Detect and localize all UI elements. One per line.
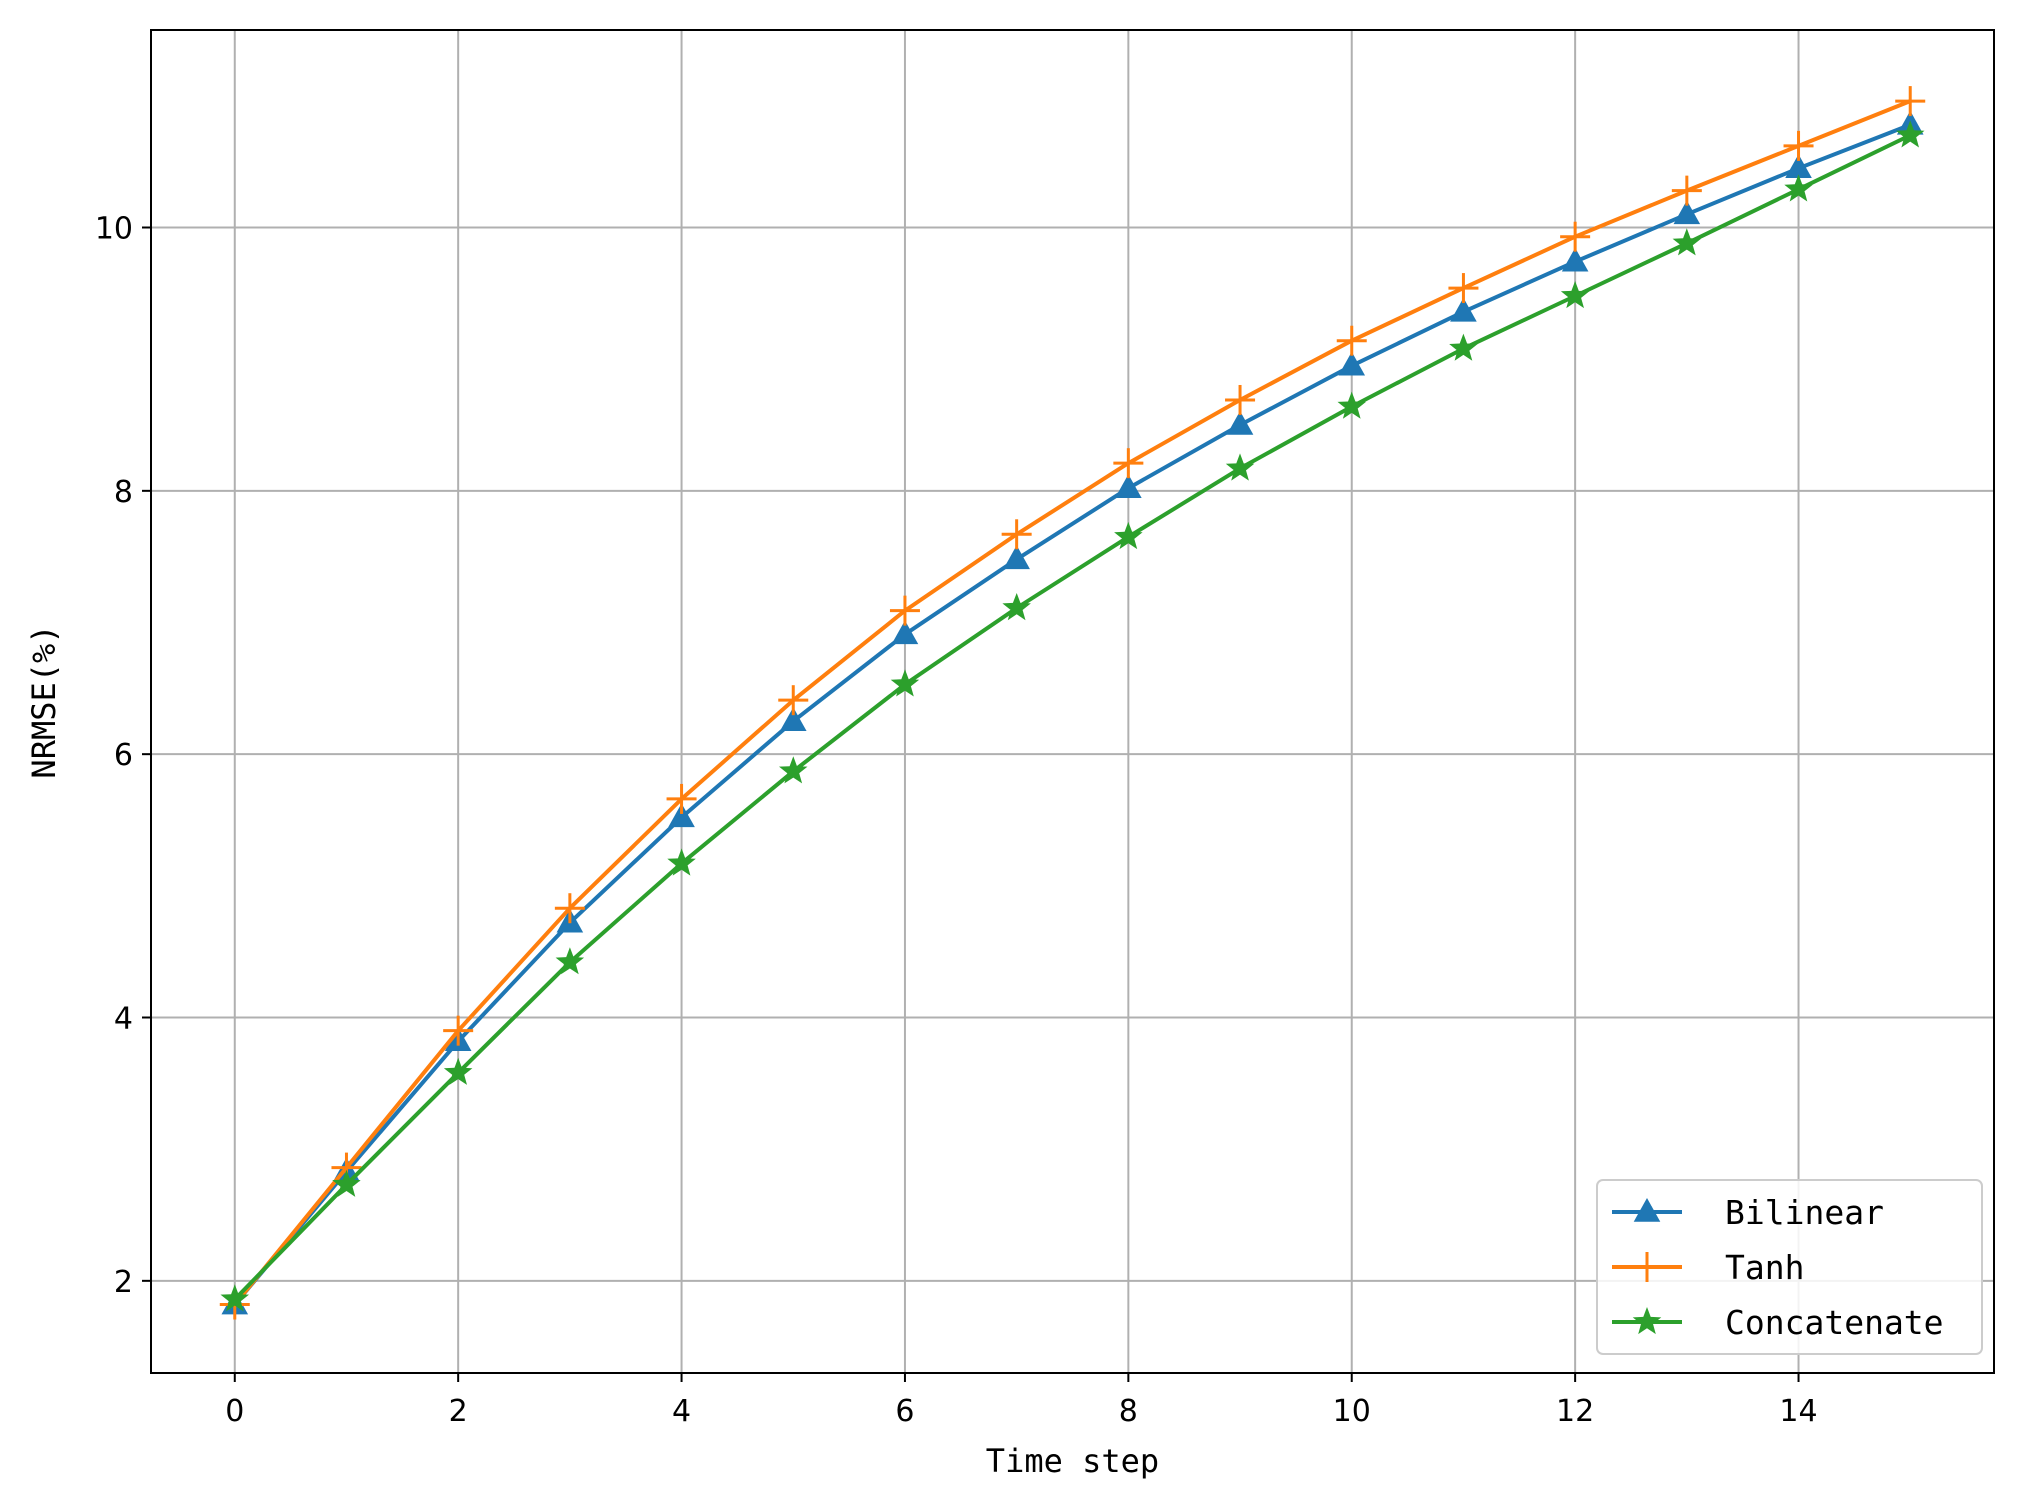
x-axis-label: Time step xyxy=(986,1442,1159,1480)
data-point-concatenate xyxy=(779,756,808,784)
axis-ticks: 0 2 4 6 8 10 12 14 2 4 6 8 10 xyxy=(95,212,1818,1430)
data-point-tanh xyxy=(443,1015,474,1046)
legend-label-concatenate: Concatenate xyxy=(1725,1303,1944,1342)
data-point-concatenate xyxy=(443,1057,473,1085)
legend-marker-bilinear xyxy=(1633,1198,1661,1222)
legend-label-tanh: Tanh xyxy=(1725,1248,1804,1287)
y-tick-label: 10 xyxy=(95,212,133,247)
legend-marker-concatenate xyxy=(1632,1307,1662,1335)
legend-marker-tanh xyxy=(1632,1252,1662,1282)
y-tick-label: 8 xyxy=(114,475,133,510)
legend-entry-tanh: Tanh xyxy=(1612,1248,1804,1287)
data-point-tanh xyxy=(1001,519,1032,550)
legend-entry-concatenate: Concatenate xyxy=(1612,1303,1944,1342)
x-tick-label: 0 xyxy=(225,1394,244,1429)
data-point-concatenate xyxy=(1449,333,1478,361)
series-concatenate xyxy=(220,120,1925,1312)
data-point-tanh xyxy=(889,595,920,626)
legend: Bilinear Tanh Concatenate xyxy=(1596,1179,1983,1355)
y-axis-label: NRMSE(%) xyxy=(25,624,63,778)
data-point-bilinear xyxy=(1561,247,1589,272)
data-point-tanh xyxy=(1895,86,1926,117)
series-line-concatenate xyxy=(233,133,1912,1301)
data-point-bilinear xyxy=(779,707,807,732)
data-point-tanh xyxy=(1113,448,1144,479)
y-tick-label: 4 xyxy=(114,1002,133,1037)
data-point-bilinear xyxy=(1338,351,1366,376)
legend-entry-bilinear: Bilinear xyxy=(1612,1193,1884,1232)
grid xyxy=(151,30,1994,1373)
x-tick-label: 12 xyxy=(1556,1394,1594,1429)
x-tick-label: 10 xyxy=(1333,1394,1371,1429)
data-point-tanh xyxy=(554,893,585,924)
data-point-concatenate xyxy=(1896,120,1925,148)
data-point-bilinear xyxy=(1785,154,1812,179)
series-lines xyxy=(219,86,1926,1320)
data-point-tanh xyxy=(1560,221,1591,252)
data-point-concatenate xyxy=(1337,391,1366,419)
x-tick-label: 2 xyxy=(449,1394,468,1429)
data-point-bilinear xyxy=(891,620,919,645)
data-point-concatenate xyxy=(1560,281,1590,309)
data-point-bilinear xyxy=(1115,474,1142,498)
x-tick-label: 14 xyxy=(1779,1394,1817,1429)
data-point-concatenate xyxy=(332,1169,361,1197)
data-point-tanh xyxy=(666,783,697,814)
data-point-bilinear xyxy=(1450,297,1477,322)
data-point-concatenate xyxy=(555,947,585,975)
data-point-tanh xyxy=(1225,384,1256,415)
data-point-concatenate xyxy=(1114,521,1143,550)
data-point-concatenate xyxy=(890,669,920,697)
data-point-concatenate xyxy=(1672,228,1702,256)
series-line-tanh xyxy=(233,99,1911,1306)
data-point-concatenate xyxy=(1002,593,1031,621)
plot-frame xyxy=(150,29,1995,1374)
data-point-concatenate xyxy=(220,1284,249,1312)
data-point-bilinear xyxy=(1003,545,1030,570)
series-line-bilinear xyxy=(233,122,1911,1306)
data-point-tanh xyxy=(778,685,809,716)
data-point-concatenate xyxy=(1784,174,1813,202)
data-point-bilinear xyxy=(1673,200,1701,225)
data-point-tanh xyxy=(1671,175,1702,206)
data-point-bilinear xyxy=(1226,411,1254,435)
data-point-concatenate xyxy=(667,848,696,876)
data-point-concatenate xyxy=(1225,453,1255,481)
data-point-tanh xyxy=(1336,325,1367,356)
x-tick-label: 8 xyxy=(1119,1394,1138,1429)
x-tick-label: 6 xyxy=(895,1394,914,1429)
data-point-tanh xyxy=(1783,130,1814,161)
y-tick-label: 6 xyxy=(114,738,133,773)
data-point-bilinear xyxy=(668,803,695,828)
legend-box xyxy=(1596,1179,1983,1355)
legend-label-bilinear: Bilinear xyxy=(1725,1193,1884,1232)
x-tick-label: 4 xyxy=(672,1394,691,1429)
data-point-tanh xyxy=(1448,273,1479,304)
y-tick-label: 2 xyxy=(114,1265,133,1300)
